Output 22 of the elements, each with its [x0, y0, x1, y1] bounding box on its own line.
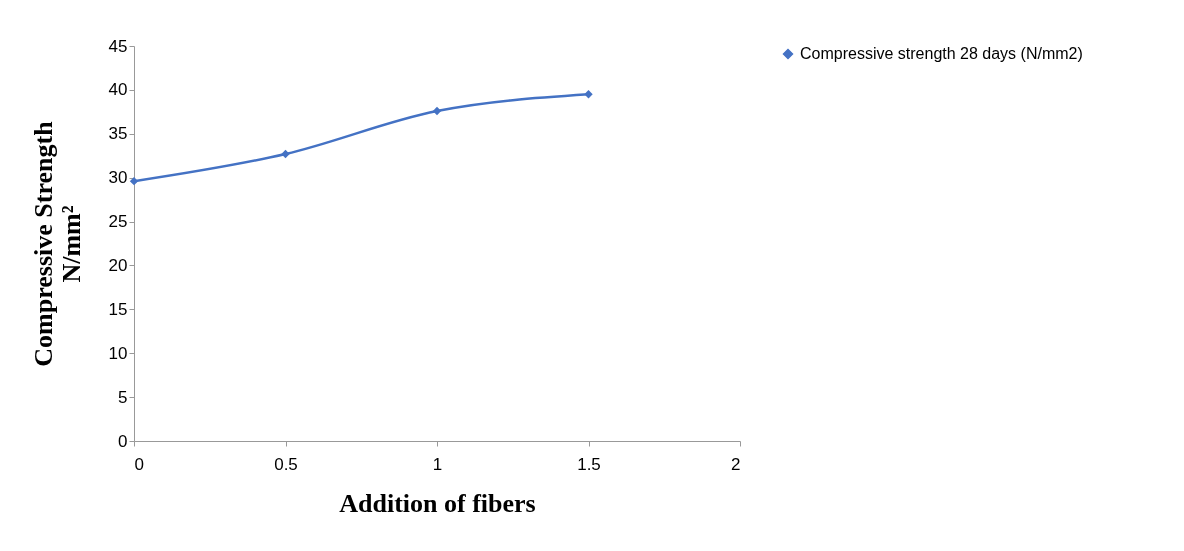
- x-tick-label: 2: [731, 454, 741, 474]
- x-tick-label: 1: [432, 454, 443, 474]
- y-tick-label: 35: [108, 124, 128, 144]
- y-tick-label: 30: [108, 168, 128, 188]
- y-tick-label: 25: [108, 212, 128, 232]
- x-tick-label: 0: [134, 454, 144, 474]
- point: [281, 149, 290, 159]
- legend-label: Compressive strength 28 days (N/mm2): [800, 45, 1083, 62]
- y-tick-label: 40: [108, 80, 128, 100]
- x-tick-label: 1.5: [577, 454, 601, 474]
- y-tick-label: 20: [108, 255, 128, 275]
- y-tick-label: 15: [108, 299, 128, 319]
- y-tick-label: 10: [108, 343, 128, 363]
- point: [129, 176, 139, 186]
- y-tick-label: 45: [108, 36, 128, 56]
- point: [432, 106, 442, 116]
- x-axis-title: Addition of fibers: [339, 488, 536, 518]
- y-axis-title: Compressive Strength N/mm²: [28, 120, 86, 367]
- y-tick-label: 5: [118, 387, 128, 407]
- x-tick-label: 0.5: [274, 454, 298, 474]
- y-tick-label: 0: [118, 431, 128, 451]
- point: [584, 90, 593, 99]
